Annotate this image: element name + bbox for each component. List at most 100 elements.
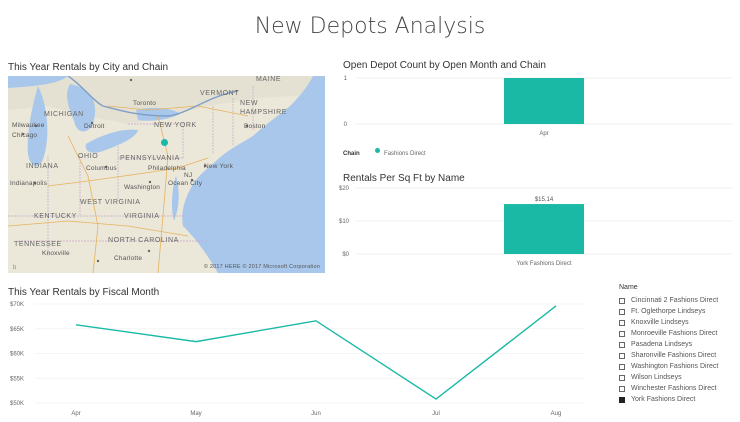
map-copyright: © 2017 HERE © 2017 Microsoft Corporation	[203, 264, 320, 270]
slicer-item-label: Ft. Oglethorpe Lindseys	[631, 308, 706, 315]
map-label-tennessee: TENNESSEE	[14, 241, 62, 248]
map-background: b	[8, 76, 325, 273]
map-label-ohio: OHIO	[78, 153, 99, 160]
map-label-columbus: Columbus	[86, 165, 117, 172]
slicer-item[interactable]: Winchester Fashions Direct	[619, 383, 718, 394]
map-label-detroit: Detroit	[84, 123, 105, 130]
slicer-item[interactable]: Knoxville Lindseys	[619, 317, 718, 328]
map-label-kentucky: KENTUCKY	[34, 213, 77, 220]
map-label-washington: Washington	[124, 184, 161, 191]
bar2-chart[interactable]: $0 $10 $20 $15.14 York Fashions Direct	[335, 182, 735, 272]
map-label-west-virginia: WEST VIRGINIA	[80, 199, 141, 206]
map-title: This Year Rentals by City and Chain	[8, 62, 169, 73]
map-marker-york[interactable]	[161, 139, 168, 146]
slicer-item[interactable]: Pasadena Lindseys	[619, 339, 718, 350]
map-label-toronto: Toronto	[133, 100, 157, 107]
line-ytick-label: $50K	[10, 401, 24, 407]
map-label-boston: Boston	[244, 123, 266, 130]
line-xtick-label: Jul	[432, 411, 440, 417]
checkbox[interactable]	[619, 330, 625, 337]
page-title: New Depots Analysis	[254, 14, 486, 39]
line-xtick-label: May	[190, 411, 201, 417]
map-label-north-carolina: NORTH CAROLINA	[108, 237, 179, 244]
map-label-nj: NJ	[184, 172, 193, 179]
slicer-item-label: Cincinnati 2 Fashions Direct	[631, 297, 719, 304]
line-series[interactable]	[75, 305, 557, 400]
line-ytick-label: $65K	[10, 327, 24, 333]
line-point[interactable]	[434, 397, 438, 401]
map-label-new: NEW	[240, 100, 259, 107]
map-label-pennsylvania: PENNSYLVANIA	[120, 155, 180, 162]
map-label-indianapolis: Indianapolis	[10, 180, 48, 187]
legend-item[interactable]: Fashions Direct	[384, 151, 426, 157]
line-ytick-label: $70K	[10, 302, 24, 308]
line-ytick-label: $55K	[10, 376, 24, 382]
legend-dot-icon	[374, 148, 380, 154]
bar1-ytick-label: 0	[344, 122, 348, 128]
bar1-ytick-label: 1	[344, 76, 348, 82]
slicer-item-label: Washington Fashions Direct	[631, 363, 719, 370]
checkbox[interactable]	[619, 297, 625, 304]
line-xtick-label: Apr	[71, 411, 80, 417]
slicer-item-label: Winchester Fashions Direct	[631, 385, 717, 392]
bar1-legend: Chain Fashions Direct	[343, 142, 426, 160]
map-label-hampshire: HAMPSHIRE	[240, 109, 288, 116]
map-label-virginia: VIRGINIA	[124, 213, 160, 220]
checkbox[interactable]	[619, 385, 625, 392]
slicer-item-label: Monroeville Fashions Direct	[631, 330, 718, 337]
bar2-xtick-label: York Fashions Direct	[516, 261, 571, 267]
map-label-chicago: Chicago	[12, 132, 38, 139]
map-label-michigan: MICHIGAN	[44, 111, 84, 118]
line-point[interactable]	[194, 340, 198, 344]
bar2-ytick-label: $0	[342, 252, 349, 258]
map-label-vermont: VERMONT	[200, 90, 240, 97]
slicer-item-label: Pasadena Lindseys	[631, 341, 693, 348]
bar1-title: Open Depot Count by Open Month and Chain	[343, 60, 546, 71]
slicer-item[interactable]: Washington Fashions Direct	[619, 361, 718, 372]
slicer-list: Cincinnati 2 Fashions Direct Ft. Oglethor…	[619, 295, 718, 405]
slicer-item-label: Wilson Lindseys	[631, 374, 682, 381]
slicer-item-label: York Fashions Direct	[631, 396, 696, 403]
line-point[interactable]	[74, 323, 78, 327]
map-label-knoxville: Knoxville	[42, 250, 70, 257]
line-ytick-label: $60K	[10, 352, 24, 358]
svg-text:b: b	[13, 265, 17, 271]
slicer-item-label: Knoxville Lindseys	[631, 319, 689, 326]
bar2-ytick-label: $20	[339, 186, 350, 192]
slicer-item[interactable]: York Fashions Direct	[619, 394, 718, 405]
slicer-title: Name	[619, 284, 638, 291]
slicer-item[interactable]: Sharonville Fashions Direct	[619, 350, 718, 361]
bar2-ytick-label: $10	[339, 219, 350, 225]
slicer-item[interactable]: Cincinnati 2 Fashions Direct	[619, 295, 718, 306]
map-label-charlotte: Charlotte	[114, 255, 143, 262]
map-label-maine: MAINE	[256, 76, 282, 83]
line-title: This Year Rentals by Fiscal Month	[8, 287, 160, 298]
bar1-chart[interactable]: 0 1 Apr	[335, 68, 735, 140]
checkbox[interactable]	[619, 308, 625, 315]
checkbox[interactable]	[619, 363, 625, 370]
bar1-bar[interactable]	[504, 78, 584, 124]
bar2-bar[interactable]	[504, 204, 584, 254]
line-point[interactable]	[554, 304, 558, 308]
slicer-item-label: Sharonville Fashions Direct	[631, 352, 717, 359]
bar1-xtick-label: Apr	[539, 131, 548, 137]
slicer-item[interactable]: Monroeville Fashions Direct	[619, 328, 718, 339]
line-point[interactable]	[314, 319, 318, 323]
map-label-indiana: INDIANA	[26, 163, 59, 170]
line-chart[interactable]: $50K $55K $60K $65K $70K Apr May Jun Jul Aug	[0, 296, 600, 418]
map-label-new-york-state: NEW YORK	[154, 122, 197, 129]
checkbox[interactable]	[619, 319, 625, 326]
map-label-ocean-city: Ocean City	[168, 180, 203, 187]
slicer-item[interactable]: Ft. Oglethorpe Lindseys	[619, 306, 718, 317]
map-visual[interactable]: b MAINE VERMONT NEW HAMPSHIRE MICHIGAN T…	[8, 76, 325, 273]
slicer-item[interactable]: Wilson Lindseys	[619, 372, 718, 383]
checkbox[interactable]	[619, 341, 625, 348]
checkbox[interactable]	[619, 374, 625, 381]
map-label-new-york-city: New York	[204, 163, 234, 170]
bar2-data-label: $15.14	[535, 197, 554, 203]
line-xtick-label: Jun	[311, 411, 321, 417]
checkbox[interactable]	[619, 352, 625, 359]
map-label-milwaukee: Milwaukee	[12, 122, 45, 129]
checkbox[interactable]	[619, 396, 625, 403]
bar2-title: Rentals Per Sq Ft by Name	[343, 173, 465, 184]
